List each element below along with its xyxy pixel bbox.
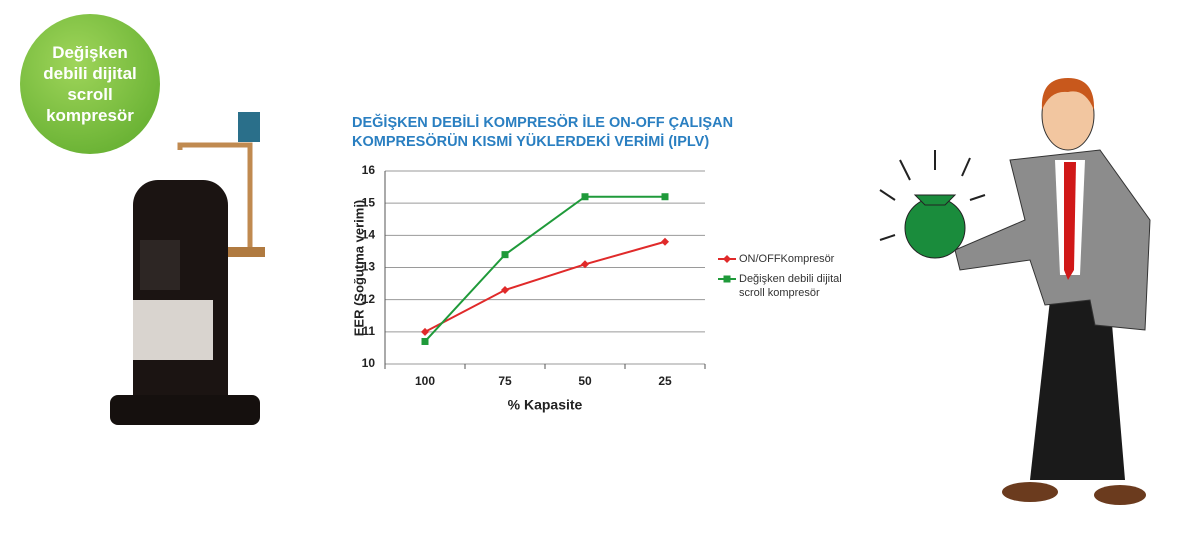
chart-title: DEĞİŞKEN DEBİLİ KOMPRESÖR İLE ON-OFF ÇAL…	[352, 114, 733, 152]
compressor	[110, 112, 265, 425]
legend: ON/OFFKompresör Değişken debili dijital s…	[718, 252, 878, 306]
data-point	[581, 193, 589, 201]
y-tick-label: 15	[362, 195, 376, 209]
y-tick-label: 14	[362, 228, 376, 242]
data-point	[661, 193, 669, 201]
legend-item: ON/OFFKompresör	[718, 252, 878, 266]
data-point	[581, 260, 589, 269]
data-point	[501, 286, 509, 295]
series-line	[424, 240, 666, 333]
y-tick-label: 12	[362, 292, 376, 306]
data-point	[421, 327, 429, 336]
legend-marker	[723, 275, 731, 283]
man-illustration	[879, 78, 1151, 505]
data-point	[501, 251, 509, 259]
y-axis-label: EER (Soğutma verimi)	[351, 200, 366, 337]
legend-swatch	[718, 275, 736, 283]
y-tick-label: 16	[362, 163, 376, 177]
legend-item: Değişken debili dijital scroll kompresör	[718, 272, 878, 300]
data-point	[421, 337, 429, 345]
data-point	[661, 237, 669, 246]
y-tick-label: 10	[362, 356, 376, 370]
y-tick-label: 13	[362, 260, 376, 274]
legend-label: Değişken debili dijital scroll kompresör	[739, 273, 842, 299]
legend-marker	[723, 255, 731, 263]
badge: Değişken debili dijital scroll kompresör	[20, 14, 160, 154]
title-line: KOMPRESÖRÜN KISMİ YÜKLERDEKİ VERİMİ (IPL…	[352, 134, 710, 150]
legend-swatch	[718, 255, 736, 263]
x-axis-label: % Kapasite	[508, 397, 583, 413]
series-line	[424, 195, 665, 343]
x-tick-label: 50	[578, 374, 592, 388]
y-tick-label: 11	[362, 324, 375, 338]
x-tick-label: 100	[415, 374, 435, 388]
title-line: DEĞİŞKEN DEBİLİ KOMPRESÖR İLE ON-OFF ÇAL…	[352, 115, 734, 131]
legend-label: ON/OFFKompresör	[739, 253, 835, 265]
x-tick-label: 75	[498, 374, 512, 388]
x-tick-label: 25	[658, 374, 672, 388]
